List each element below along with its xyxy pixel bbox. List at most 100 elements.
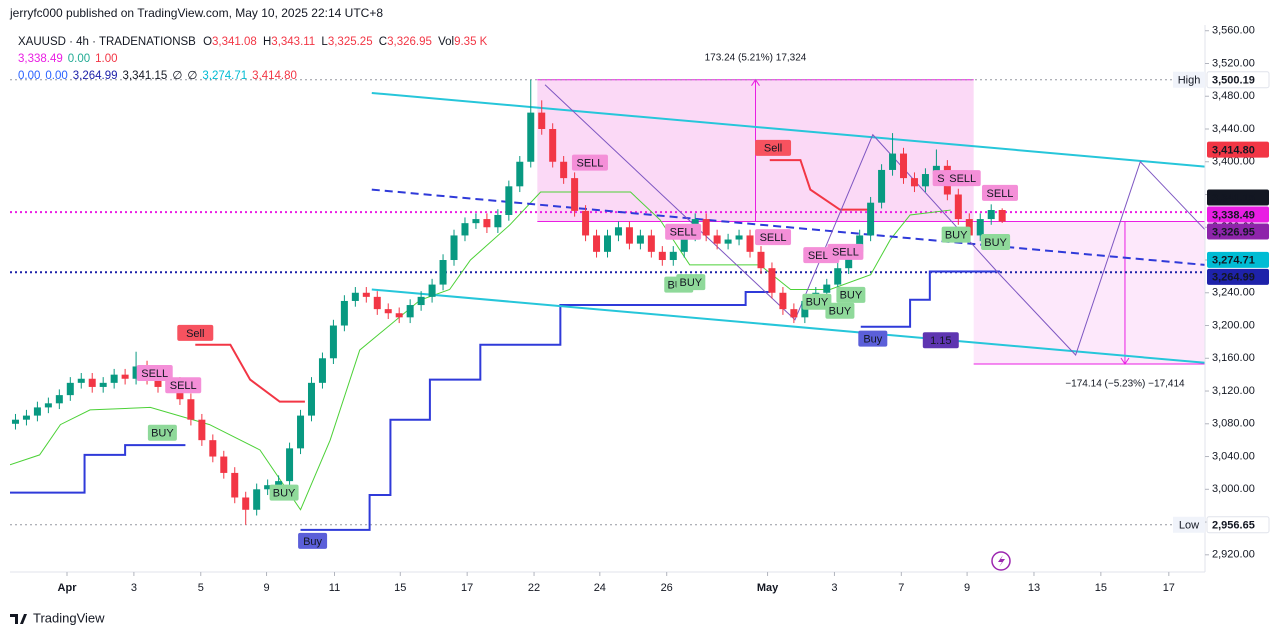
- candle-body: [33, 407, 41, 416]
- candle-body: [593, 235, 601, 252]
- ohlc-value: 3,325.25: [328, 36, 373, 48]
- candle-body: [636, 235, 644, 244]
- candle-body: [582, 210, 590, 236]
- candle-body: [680, 235, 688, 252]
- signal-box: [676, 274, 706, 291]
- indicator-value: 0.00: [68, 53, 90, 65]
- candle-body: [22, 415, 30, 420]
- signal-box: [944, 170, 981, 187]
- indicator-value: 0.00: [18, 70, 40, 82]
- legend-row: XAUUSD · 4h · TRADENATIONSB O3,341.08 H3…: [18, 36, 488, 48]
- x-tick-label: 13: [1028, 582, 1040, 594]
- price-tag: [1173, 516, 1205, 533]
- y-tick-label: 3,120.00: [1212, 385, 1255, 397]
- x-tick-label: 9: [263, 582, 269, 594]
- candle-body: [340, 300, 348, 326]
- candle-body: [329, 325, 337, 359]
- signal-label: BUY: [829, 306, 852, 318]
- signal-label: SELL: [170, 380, 197, 392]
- candle-body: [286, 448, 294, 482]
- price-badge-label: 3,338.49: [1212, 209, 1255, 221]
- indicator-line: [300, 290, 770, 531]
- x-tick-label: Apr: [58, 582, 78, 594]
- range-box: [973, 221, 1205, 365]
- x-tick-label: 15: [1095, 582, 1107, 594]
- ohlc-value: 3,326.95: [387, 36, 432, 48]
- candle-body: [921, 174, 929, 187]
- indicator-value: ∅: [172, 70, 182, 82]
- candle-body: [702, 219, 710, 236]
- range-label: −174.14 (−5.23%) −17,414: [1065, 379, 1185, 390]
- candle-body: [932, 165, 940, 175]
- candle-body: [560, 161, 568, 179]
- signal-label: BUY: [984, 237, 1007, 249]
- indicator-line: [769, 159, 871, 211]
- x-tick-label: 26: [661, 582, 673, 594]
- indicator-line: [860, 270, 1000, 328]
- price-badge: [1207, 251, 1269, 268]
- x-tick-label: 9: [964, 582, 970, 594]
- candle-body: [604, 235, 611, 252]
- ohlc-label: H: [263, 36, 271, 48]
- price-badge-label: 2,956.65: [1212, 520, 1255, 532]
- signal-label: Sell: [764, 143, 782, 155]
- indicator-value: 1.00: [95, 53, 117, 65]
- signal-label: SELL: [670, 227, 697, 239]
- ohlc-value: 9.35 K: [454, 36, 488, 48]
- tradingview-logo[interactable]: TradingView: [10, 610, 105, 625]
- signal-box: [825, 302, 855, 319]
- lightning-icon[interactable]: [991, 551, 1011, 571]
- candle-body: [264, 485, 272, 490]
- x-tick-label: 15: [394, 582, 406, 594]
- signal-label: BUY: [945, 230, 968, 242]
- signal-box: [177, 324, 214, 341]
- ohlc-label: Vol: [438, 36, 454, 48]
- x-tick-label: 5: [198, 582, 204, 594]
- candle-body: [220, 456, 228, 473]
- signal-label: SELL: [760, 232, 787, 244]
- x-tick-label: May: [757, 582, 779, 594]
- candle-body: [724, 239, 732, 244]
- candle-body: [746, 235, 754, 252]
- candle-body: [538, 112, 546, 129]
- price-badge: [1206, 71, 1270, 89]
- candle-body: [198, 419, 206, 441]
- signal-label: SELL: [987, 188, 1014, 200]
- signal-label: SELL: [949, 173, 976, 185]
- indicator-row: 3,338.49 0.00 1.00: [18, 53, 118, 65]
- price-badge: [1207, 268, 1269, 285]
- x-tick-label: 7: [898, 582, 904, 594]
- candle-body: [614, 227, 622, 236]
- y-tick-label: 3,560.00: [1212, 25, 1255, 37]
- signal-box: [665, 223, 702, 240]
- candle-body: [351, 292, 359, 301]
- candle-body: [549, 128, 557, 162]
- price-badge: [1206, 516, 1270, 534]
- candle-body: [77, 378, 85, 383]
- signal-box: [981, 184, 1018, 201]
- indicator-line: [195, 343, 305, 403]
- y-tick-label: 3,040.00: [1212, 450, 1255, 462]
- y-tick-label: 3,400.00: [1212, 156, 1255, 168]
- plot-area: SellSELLSELLBUYBuyBUYSELLSELLBUYBUYSELLS…: [10, 78, 1205, 549]
- candle-body: [242, 497, 250, 510]
- signal-box: [941, 226, 971, 243]
- indicator-value: 3,341.15: [123, 70, 168, 82]
- candle-body: [187, 399, 195, 420]
- signal-box: [571, 154, 608, 171]
- candle-body: [889, 153, 897, 170]
- candle-body: [99, 382, 107, 387]
- candle-body: [987, 209, 995, 220]
- candle-body: [297, 415, 305, 449]
- candle-body: [439, 260, 447, 285]
- candle-body: [483, 219, 491, 228]
- x-tick-label: 3: [131, 582, 137, 594]
- candle-body: [494, 214, 502, 228]
- candle-body: [154, 378, 162, 387]
- candle-body: [713, 235, 721, 244]
- price-badge-label: 3,341.15: [1212, 192, 1255, 204]
- signal-box: [802, 293, 832, 310]
- indicator-line: [371, 188, 1205, 266]
- signal-box: [147, 424, 177, 441]
